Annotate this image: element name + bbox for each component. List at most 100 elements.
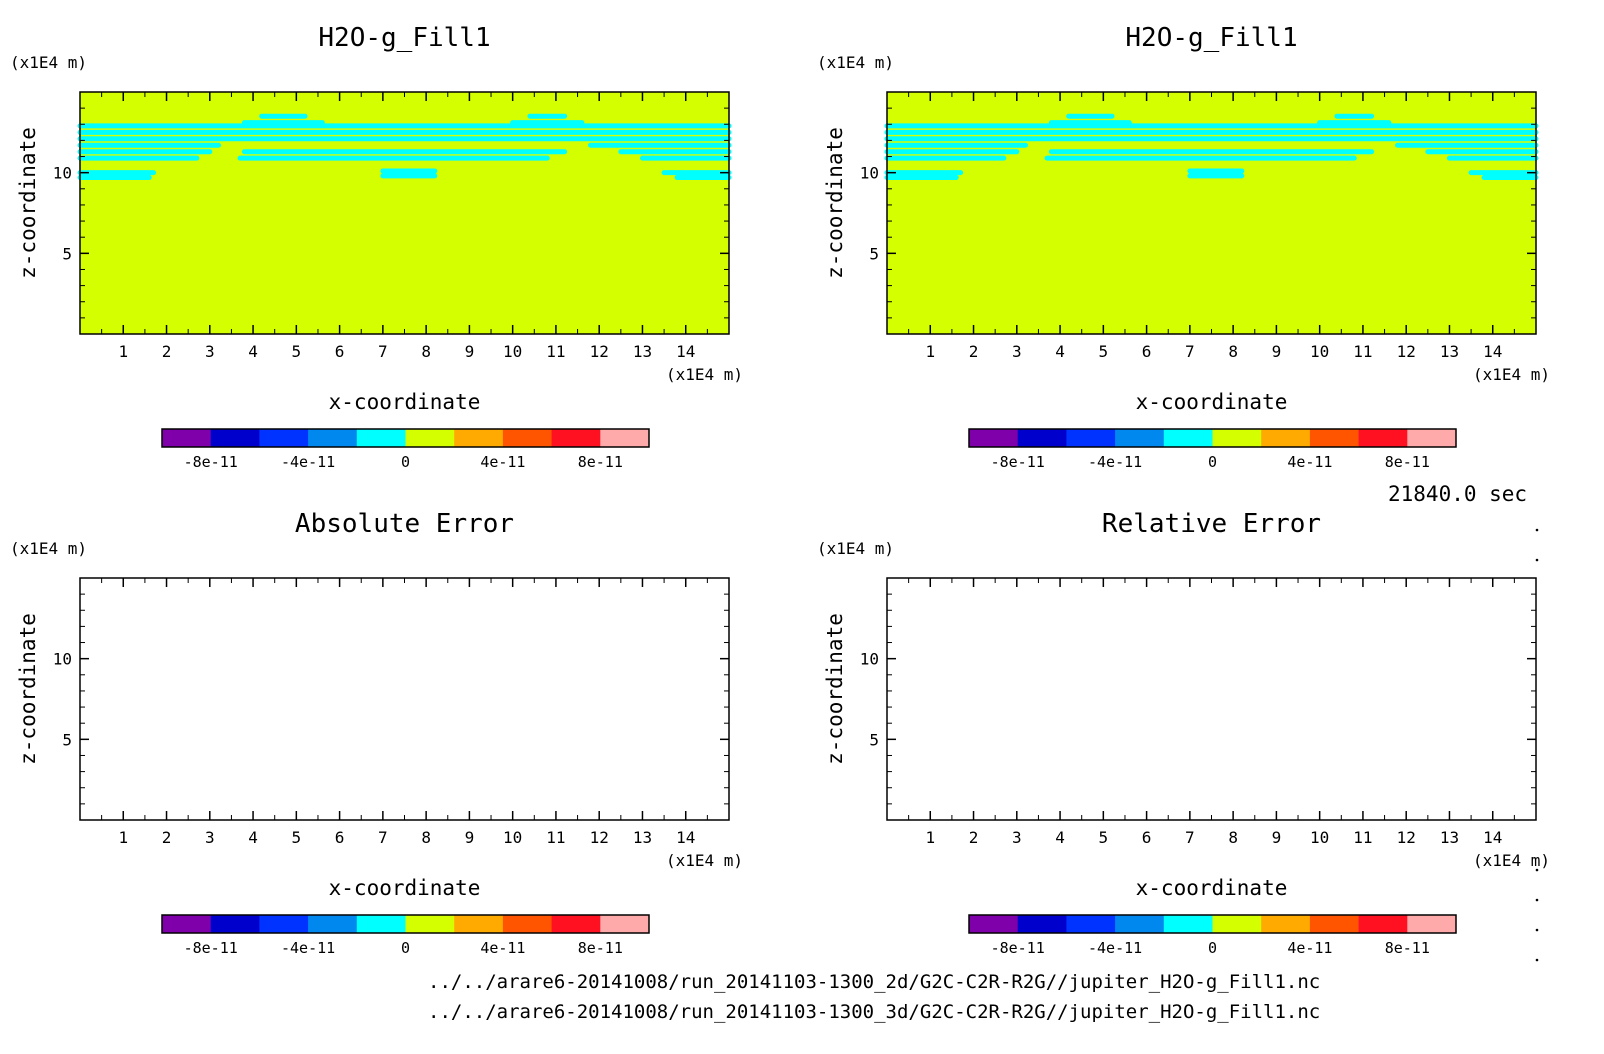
colorbar-swatch [1407,429,1457,447]
margin-dot [1535,558,1539,562]
x-tick-label: 14 [676,342,695,361]
x-tick-label: 5 [1099,342,1109,361]
colorbar-swatch [454,429,504,447]
colorbar-frame [968,914,1457,934]
x-unit-label: (x1E4 m) [666,851,743,870]
y-axis-label: z-coordinate [823,127,847,279]
panel-title: H2O-g_Fill1 [318,23,490,53]
x-axis-label: x-coordinate [329,390,481,414]
colorbar-frame [968,428,1457,448]
x-tick-label: 6 [1142,342,1152,361]
colorbar-swatch [600,429,650,447]
panel-title: Absolute Error [295,509,514,539]
colorbar-tick-label: 8e-11 [578,453,623,471]
colorbar-swatch [405,915,455,933]
colorbar-tick-label: -4e-11 [1088,939,1142,957]
colorbar-tick-label: -8e-11 [991,453,1045,471]
x-tick-label: 10 [503,828,522,847]
colorbar-frame [161,914,650,934]
colorbar-tick-label: 8e-11 [1385,453,1430,471]
x-tick-label: 11 [546,342,565,361]
colorbar-swatch [1115,915,1165,933]
colorbar-swatch [502,429,553,447]
colorbar-swatch [1261,915,1311,933]
x-tick-label: 14 [1483,828,1502,847]
x-axis-label: x-coordinate [1136,876,1288,900]
colorbar-swatch [259,429,309,447]
y-tick-label: 5 [869,244,879,263]
plot-area [887,578,1536,820]
colorbar-swatch [551,915,601,933]
x-tick-label: 10 [503,342,522,361]
x-tick-label: 12 [590,828,609,847]
x-tick-label: 1 [925,828,935,847]
colorbar: -8e-11 -4e-11 0 4e-11 8e-11 [161,914,650,957]
colorbar-tick-label: 0 [1208,939,1217,957]
x-tick-label: 4 [1055,828,1065,847]
x-tick-label: 6 [335,342,345,361]
colorbar-swatch [1163,429,1213,447]
x-tick-label: 4 [1055,342,1065,361]
x-tick-label: 12 [1397,828,1416,847]
colorbar-swatch [1407,915,1457,933]
colorbar-tick-label: -4e-11 [281,453,335,471]
colorbar-swatch [210,429,260,447]
colorbar-tick-label: -4e-11 [1088,453,1142,471]
panel-3: Absolute Error(x1E4 m)1 2 3 4 5 6 7 8 9 10 11 12 13 1… [10,509,743,957]
colorbar-swatch [1358,915,1408,933]
x-tick-label: 5 [292,342,302,361]
x-tick-label: 9 [1272,342,1282,361]
x-tick-label: 1 [118,828,128,847]
margin-dot [1535,528,1539,532]
colorbar-swatch [162,429,212,447]
x-tick-label: 9 [1272,828,1282,847]
margin-dot [1535,958,1539,962]
colorbar-swatch [1212,915,1262,933]
colorbar-swatch [1115,429,1165,447]
colorbar-swatch [308,429,358,447]
x-tick-label: 13 [633,828,652,847]
x-tick-label: 3 [1012,828,1022,847]
x-tick-label: 3 [205,342,215,361]
y-unit-label: (x1E4 m) [10,53,87,72]
colorbar-tick-label: -8e-11 [184,453,238,471]
colorbar-swatch [1212,429,1262,447]
colorbar-swatch [600,915,650,933]
y-unit-label: (x1E4 m) [10,539,87,558]
colorbar-swatch [162,915,212,933]
x-tick-label: 8 [421,342,431,361]
x-tick-label: 2 [969,342,979,361]
x-tick-label: 5 [292,828,302,847]
x-tick-label: 2 [969,828,979,847]
panel-2: H2O-g_Fill1(x1E4 m)1 2 3 4 5 6 7 8 9 10 11 12 13 1451… [817,23,1550,471]
panel-title: Relative Error [1102,509,1321,539]
panel-1: H2O-g_Fill1(x1E4 m)1 2 3 4 5 6 7 8 9 10 11 12 13 1451… [10,23,743,471]
y-tick-label: 5 [869,730,879,749]
x-tick-label: 11 [546,828,565,847]
x-unit-label: (x1E4 m) [666,365,743,384]
y-tick-label: 10 [53,164,72,183]
x-tick-label: 3 [1012,342,1022,361]
x-tick-label: 2 [162,828,172,847]
colorbar-swatch [502,915,553,933]
x-tick-label: 3 [205,828,215,847]
colorbar-swatch [1309,429,1360,447]
x-tick-label: 13 [1440,342,1459,361]
colorbar-tick-label: -8e-11 [184,939,238,957]
colorbar-tick-label: 4e-11 [480,453,525,471]
x-axis-label: x-coordinate [329,876,481,900]
x-unit-label: (x1E4 m) [1473,851,1550,870]
colorbar-swatch [356,429,406,447]
x-tick-label: 9 [465,342,475,361]
x-tick-label: 1 [925,342,935,361]
margin-dot [1535,928,1539,932]
x-tick-label: 14 [676,828,695,847]
panel-4: Relative Error(x1E4 m)1 2 3 4 5 6 7 8 9 10 11 12 13 1… [817,509,1550,957]
colorbar-swatch [1261,429,1311,447]
colorbar-tick-label: 0 [1208,453,1217,471]
x-tick-label: 7 [378,342,388,361]
colorbar-tick-label: 0 [401,453,410,471]
y-axis-label: z-coordinate [16,127,40,279]
colorbar-swatch [259,915,309,933]
